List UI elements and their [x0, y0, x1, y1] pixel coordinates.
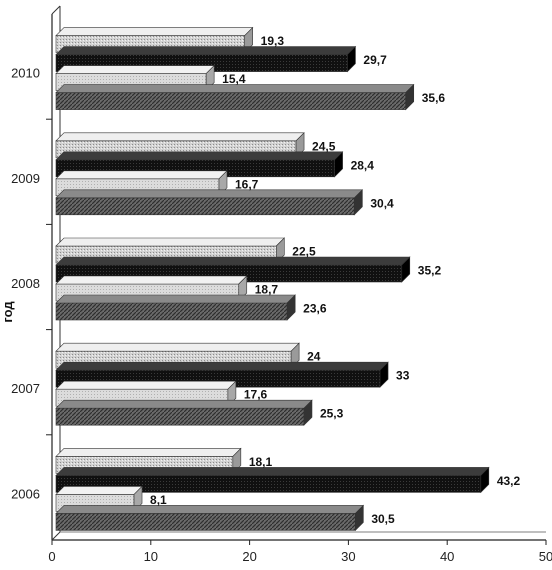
bar-end-face	[355, 504, 364, 532]
bar-top-face	[55, 448, 242, 457]
y-axis-title: год	[0, 301, 15, 323]
data-label: 25,3	[320, 407, 344, 421]
data-label: 22,5	[292, 245, 316, 259]
bar-end-face	[303, 399, 313, 426]
bar-top-face	[55, 486, 143, 495]
data-label: 24	[307, 350, 321, 364]
bar-end-face	[347, 45, 356, 73]
bar-top-face	[55, 170, 228, 180]
data-label: 33	[396, 369, 410, 383]
bar	[55, 197, 355, 216]
data-label: 18,1	[249, 455, 273, 469]
bar-top-face	[55, 237, 286, 247]
bar	[55, 92, 407, 110]
x-tick-label: 30	[341, 549, 355, 564]
bar-end-face	[480, 466, 490, 494]
bar-top-face	[55, 27, 254, 36]
bar-top-face	[55, 151, 344, 161]
data-label: 29,7	[363, 53, 387, 67]
bar-top-face	[55, 189, 364, 199]
bar-top-face	[55, 65, 215, 74]
x-tick-label: 10	[144, 549, 158, 564]
bar	[55, 302, 288, 321]
data-label: 16,7	[235, 177, 259, 191]
bar-end-face	[286, 294, 296, 321]
data-label: 23,6	[303, 302, 327, 316]
x-tick-label: 40	[440, 549, 454, 564]
data-label: 19,3	[261, 34, 285, 48]
data-label: 18,7	[255, 283, 279, 297]
data-label: 30,4	[370, 196, 394, 210]
bar-end-face	[401, 256, 411, 283]
data-label: 43,2	[497, 474, 521, 488]
bar-top-face	[55, 256, 411, 266]
bar-end-face	[354, 189, 363, 216]
y-tick-label: 2010	[11, 66, 40, 81]
bar-top-face	[55, 132, 305, 142]
bar-top-face	[55, 505, 365, 514]
data-label: 28,4	[351, 158, 375, 172]
data-label: 17,6	[244, 388, 268, 402]
bar-top-face	[55, 342, 300, 352]
y-tick-label: 2007	[11, 381, 40, 396]
x-tick-label: 0	[48, 549, 55, 564]
bar-top-face	[55, 46, 357, 55]
x-tick-label: 20	[242, 549, 256, 564]
bar-top-face	[55, 361, 389, 371]
x-tick-label: 50	[539, 549, 552, 564]
y-tick-label: 2008	[11, 276, 40, 291]
y-tick-label: 2006	[11, 486, 40, 501]
wall-edge-top	[51, 5, 61, 15]
bar-end-face	[405, 83, 415, 111]
bar-top-face	[55, 380, 237, 390]
floor-edge-left	[51, 531, 61, 541]
bar-end-face	[334, 151, 343, 178]
data-label: 8,1	[150, 493, 167, 507]
data-label: 35,6	[422, 91, 446, 105]
bar	[55, 407, 305, 426]
y-tick-label: 2009	[11, 171, 40, 186]
data-label: 15,4	[222, 72, 246, 86]
bar	[55, 513, 356, 531]
bar-top-face	[55, 399, 313, 409]
bar-top-face	[55, 467, 490, 476]
bar-end-face	[379, 361, 389, 388]
bar-top-face	[55, 275, 248, 285]
data-label: 24,5	[312, 139, 336, 153]
data-label: 30,5	[371, 512, 395, 526]
data-label: 35,2	[418, 264, 442, 278]
